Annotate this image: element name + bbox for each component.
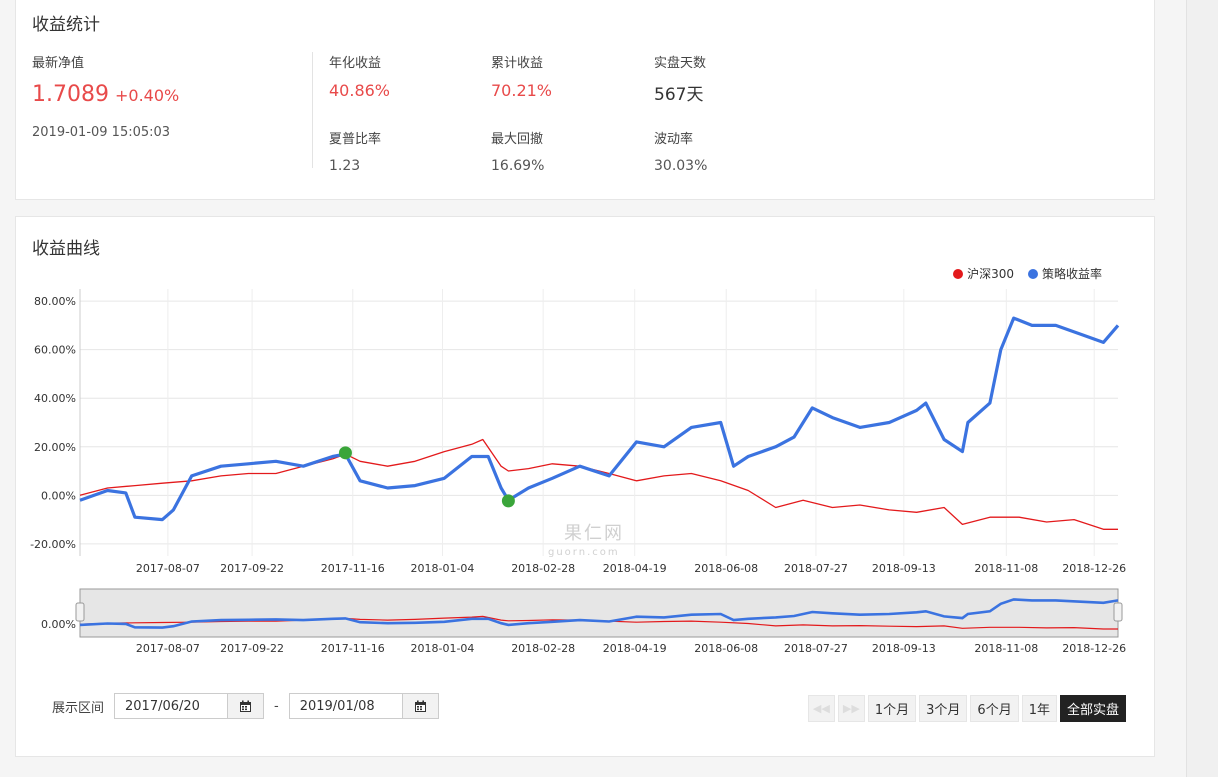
drawdown-value: 16.69% [491,158,545,174]
chart-legend: 沪深300 策略收益率 [953,265,1102,282]
navigator-x-tick-label: 2017-09-22 [220,642,284,655]
period-button-1y[interactable]: 1年 [1021,695,1057,722]
y-tick-label: -20.00% [30,538,76,551]
start-date-input[interactable] [115,694,228,718]
navigator-handle-right[interactable] [1113,602,1123,622]
y-tick-label: 80.00% [34,295,76,308]
range-label: 展示区间 [52,700,105,716]
start-date-box [114,693,265,719]
navigator-handle-left[interactable] [75,602,85,622]
y-tick-label: 40.00% [34,392,76,405]
nav-change: +0.40% [114,86,180,105]
x-tick-label: 2018-12-26 [1062,562,1126,575]
chart-svg[interactable]: 80.00% 60.00% 40.00% 20.00% 0.00% -20.00% 2017… [16,281,1154,721]
navigator-y-tick-label: 0.00% [41,618,76,631]
navigator-x-tick-label: 2018-04-19 [603,642,667,655]
drawdown-marker [501,494,515,508]
volatility-value: 30.03% [654,158,708,174]
navigator-x-tick-label: 2018-02-28 [511,642,575,655]
range-separator: - [274,698,279,714]
x-tick-label: 2018-06-08 [694,562,758,575]
watermark-sub: guorn.com [548,547,620,558]
navigator-background [79,588,1119,638]
series-line-benchmark [79,438,1118,530]
x-tick-label: 2018-11-08 [974,562,1038,575]
period-buttons: ◀◀ ▶▶ 1个月 3个月 6个月 1年 全部实盘 [807,695,1126,722]
legend-label-strategy: 策略收益率 [1041,267,1102,281]
x-tick-label: 2017-09-22 [220,562,284,575]
chart-panel: 收益曲线 沪深300 策略收益率 80.00% 60.00% 40.00% 20.00… [15,216,1155,757]
navigator-x-tick-label: 2018-07-27 [784,642,848,655]
drawdown-label: 最大回撤 [491,132,544,147]
annual-value: 40.86% [329,81,391,100]
next-page-button[interactable]: ▶▶ [837,695,865,722]
page-scrollbar[interactable] [1186,0,1218,777]
stats-title: 收益统计 [32,15,100,35]
cumulative-value: 70.21% [491,81,553,100]
legend-dot-benchmark [953,268,964,279]
navigator-x-tick-label: 2018-12-26 [1062,642,1126,655]
watermark: 果仁网 [564,523,624,544]
double-left-icon: ◀◀ [812,702,830,715]
nav-value-group: 1.7089 +0.40% [32,82,179,107]
legend-item-benchmark[interactable]: 沪深300 [953,265,1014,282]
period-button-6m[interactable]: 6个月 [970,695,1019,722]
navigator-x-tick-label: 2018-06-08 [694,642,758,655]
nav-time: 2019-01-09 15:05:03 [32,125,171,140]
series-line-strategy [79,316,1120,522]
sharpe-value: 1.23 [329,158,361,174]
x-tick-label: 2018-04-19 [603,562,667,575]
range-selector: 展示区间 - [52,693,439,719]
end-date-box [288,693,439,719]
end-date-input[interactable] [289,694,402,718]
days-value: 567天 [654,85,704,105]
period-button-all[interactable]: 全部实盘 [1059,695,1126,722]
period-button-3m[interactable]: 3个月 [919,695,968,722]
end-calendar-button[interactable] [401,694,438,718]
x-tick-label: 2017-08-07 [136,562,200,575]
navigator-x-tick-label: 2018-11-08 [974,642,1038,655]
legend-dot-strategy [1027,268,1038,279]
y-tick-label: 0.00% [41,489,76,502]
x-tick-label: 2018-01-04 [411,562,475,575]
navigator-series-strategy [79,598,1119,629]
stats-panel: 收益统计 最新净值 1.7089 +0.40% 2019-01-09 15:05:… [15,0,1155,200]
navigator-x-tick-label: 2018-01-04 [411,642,475,655]
calendar-icon [414,700,426,712]
period-button-1m[interactable]: 1个月 [867,695,917,722]
x-tick-label: 2018-07-27 [784,562,848,575]
y-tick-label: 60.00% [34,344,76,357]
legend-item-strategy[interactable]: 策略收益率 [1027,265,1102,282]
volatility-label: 波动率 [654,132,694,147]
double-right-icon: ▶▶ [842,702,860,715]
sharpe-label: 夏普比率 [329,132,382,147]
x-tick-label: 2018-02-28 [511,562,575,575]
drawdown-marker [338,446,352,460]
first-page-button[interactable]: ◀◀ [807,695,835,722]
navigator-x-tick-label: 2018-09-13 [872,642,936,655]
stats-divider [312,52,313,168]
calendar-icon [240,700,252,712]
nav-value: 1.7089 [32,82,109,107]
x-tick-label: 2017-11-16 [321,562,385,575]
legend-label-benchmark: 沪深300 [967,267,1014,281]
nav-label: 最新净值 [32,56,85,71]
chart-title: 收益曲线 [32,239,100,259]
start-calendar-button[interactable] [227,694,264,718]
days-label: 实盘天数 [654,56,707,71]
navigator-x-tick-label: 2017-11-16 [321,642,385,655]
y-tick-label: 20.00% [34,441,76,454]
x-tick-label: 2018-09-13 [872,562,936,575]
navigator-x-tick-label: 2017-08-07 [136,642,200,655]
cumulative-label: 累计收益 [491,56,544,71]
annual-label: 年化收益 [329,56,382,71]
